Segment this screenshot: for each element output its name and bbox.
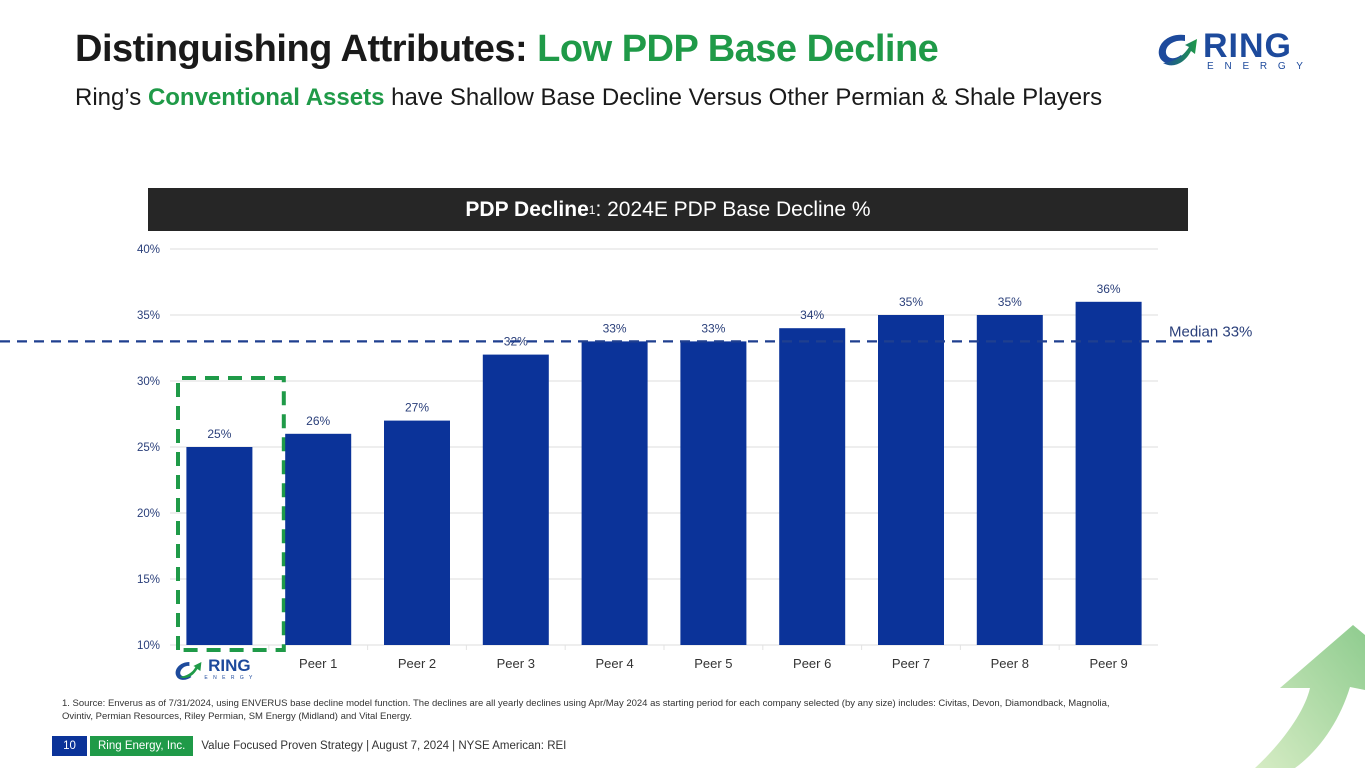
x-tick-label: Peer 9	[1089, 656, 1127, 671]
x-tick-label: Peer 6	[793, 656, 831, 671]
chart-header-bold: PDP Decline	[465, 197, 589, 221]
highlight-box	[176, 376, 286, 652]
chart-header-rest: : 2024E PDP Base Decline %	[595, 197, 871, 221]
x-label-ring-wordmark: RING	[208, 656, 251, 675]
x-tick-label: Peer 7	[892, 656, 930, 671]
x-tick-label: Peer 4	[595, 656, 633, 671]
x-tick-label: Peer 8	[991, 656, 1029, 671]
logo-wordmark: RING	[1203, 27, 1292, 65]
x-tick-label: Peer 3	[497, 656, 535, 671]
slide-subtitle: Ring’s Conventional Assets have Shallow …	[75, 84, 1102, 112]
bar	[581, 341, 648, 645]
footer: 10 Ring Energy, Inc. Value Focused Prove…	[52, 736, 566, 756]
footer-tagline: Value Focused Proven Strategy | August 7…	[201, 740, 567, 752]
y-tick-label: 30%	[137, 376, 160, 388]
bar	[878, 315, 944, 645]
data-label: 35%	[899, 295, 923, 309]
data-label: 36%	[1097, 282, 1121, 296]
decorative-up-arrow-icon	[1255, 625, 1365, 768]
ring-energy-logo: RING E N E R G Y	[1155, 27, 1315, 75]
title-prefix: Distinguishing Attributes:	[75, 28, 538, 70]
subtitle-prefix: Ring’s	[75, 84, 148, 111]
page-number: 10	[52, 736, 87, 756]
y-tick-label: 35%	[137, 310, 160, 322]
logo-tagline: E N E R G Y	[1207, 61, 1307, 72]
y-tick-label: 40%	[137, 244, 160, 256]
bar	[482, 354, 549, 645]
chart-header-bar: PDP Decline 1: 2024E PDP Base Decline %	[148, 188, 1188, 231]
bar	[680, 341, 747, 645]
ring-arrow-logo-icon	[1158, 34, 1197, 66]
bar	[1075, 301, 1142, 645]
ring-logo-swirl-icon	[175, 662, 192, 680]
x-tick-label: Peer 1	[299, 656, 337, 671]
y-tick-label: 25%	[137, 442, 160, 454]
bar-chart: 10%15%20%25%30%35%40% 25%26%27%32%33% 33%…	[0, 244, 1252, 681]
y-tick-label: 10%	[137, 640, 160, 652]
bar	[285, 433, 352, 645]
median-label: Median 33%	[1169, 323, 1252, 340]
data-label: 33%	[603, 321, 627, 335]
x-tick-label: Peer 2	[398, 656, 436, 671]
data-label: 27%	[405, 401, 429, 415]
ring-logo-arrow-icon	[179, 662, 202, 679]
footnote: 1. Source: Enverus as of 7/31/2024, usin…	[62, 698, 1110, 722]
chart-header-superscript: 1	[588, 202, 596, 217]
title-accent: Low PDP Base Decline	[537, 28, 939, 70]
data-label: 26%	[306, 414, 330, 428]
company-name: Ring Energy, Inc.	[90, 736, 194, 756]
data-label: 33%	[701, 321, 725, 335]
data-label: 35%	[998, 295, 1022, 309]
bar	[384, 420, 450, 645]
subtitle-suffix: have Shallow Base Decline Versus Other P…	[384, 84, 1103, 111]
x-tick-label: Peer 5	[694, 656, 732, 671]
x-label-ring-tagline: E N E R G Y	[204, 675, 254, 681]
bar	[779, 328, 846, 645]
bar	[976, 315, 1043, 645]
y-tick-label: 15%	[137, 574, 160, 586]
bar	[186, 447, 253, 645]
slide-title: Distinguishing Attributes: Low PDP Base …	[75, 28, 939, 71]
data-label: 34%	[800, 308, 824, 322]
data-label: 25%	[207, 427, 231, 441]
y-tick-label: 20%	[137, 508, 160, 520]
subtitle-accent: Conventional Assets	[147, 84, 385, 111]
